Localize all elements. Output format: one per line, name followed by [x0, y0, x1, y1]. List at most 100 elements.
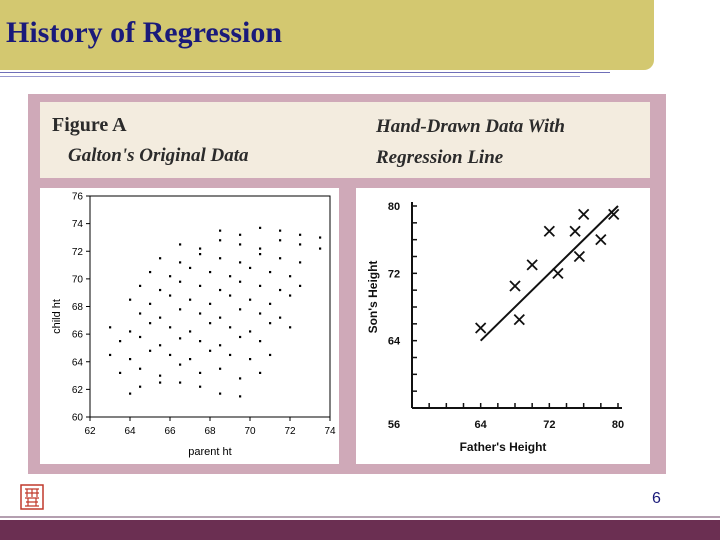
right-caption-line1: Hand-Drawn Data With [376, 116, 565, 137]
title-bar [0, 0, 654, 70]
x-axis-label: parent ht [188, 446, 231, 458]
data-point [219, 239, 222, 242]
footer-line [0, 516, 720, 518]
data-point [289, 294, 292, 297]
data-point [229, 275, 232, 278]
data-point [149, 349, 152, 352]
data-point [199, 247, 202, 250]
data-point [219, 257, 222, 260]
y-tick-label: 74 [72, 219, 84, 230]
x-marker [509, 280, 521, 292]
data-point [179, 363, 182, 366]
y-tick-label: 68 [72, 302, 84, 313]
x-marker [543, 225, 555, 237]
data-point [239, 243, 242, 246]
data-point [239, 280, 242, 283]
data-point [199, 340, 202, 343]
data-point [259, 253, 262, 256]
data-point [239, 308, 242, 311]
x-tick-label: 66 [164, 426, 176, 437]
data-point [239, 335, 242, 339]
data-point [129, 357, 132, 361]
data-point [259, 312, 262, 315]
data-point [169, 353, 172, 357]
data-point [119, 371, 122, 374]
data-point [149, 270, 152, 274]
data-point [179, 261, 182, 264]
hand-drawn-panel: 64 72 80 56 64 72 80 Father's Height Son's Heigh… [356, 188, 650, 464]
x-tick-label: 64 [124, 426, 136, 437]
data-point [299, 233, 302, 236]
y-tick-label: 72 [72, 247, 84, 258]
data-point [139, 367, 142, 370]
x-tick-label: 70 [244, 426, 256, 437]
y-tick-label: 72 [388, 268, 400, 280]
regression-line [479, 205, 619, 342]
footer-bar [0, 520, 720, 540]
data-point [279, 229, 282, 232]
data-point [129, 298, 132, 301]
data-point [269, 353, 272, 357]
galton-scatter-panel: 62 64 66 68 70 72 74 60 62 64 66 68 70 72 74 76 parent h… [40, 188, 339, 464]
data-point [319, 247, 322, 250]
data-point [199, 371, 202, 374]
data-point [259, 226, 262, 229]
data-point [259, 340, 262, 343]
caption-panel [40, 102, 650, 178]
x-tick-label: 72 [543, 419, 555, 431]
x-tick-label: 62 [84, 426, 96, 437]
data-point [259, 371, 262, 374]
data-point [139, 312, 142, 315]
data-point [269, 302, 272, 305]
data-point [239, 395, 242, 398]
data-point [209, 270, 212, 274]
y-tick-label: 64 [72, 357, 84, 368]
data-point [179, 280, 182, 283]
x-marker [552, 267, 564, 279]
data-point [279, 257, 282, 260]
data-point [299, 261, 302, 264]
y-tick-label: 62 [72, 385, 84, 396]
data-point [319, 236, 322, 239]
data-point [239, 233, 242, 236]
data-point [249, 266, 252, 270]
data-point [209, 322, 212, 325]
data-point [279, 288, 282, 292]
left-caption: Galton's Original Data [68, 145, 249, 166]
y-tick-label: 66 [72, 330, 84, 341]
x-marker [569, 225, 581, 237]
data-point [119, 340, 122, 343]
data-point [179, 381, 182, 384]
plot-frame [89, 195, 331, 418]
x-marker [513, 313, 525, 326]
y-tick-label: 76 [72, 192, 84, 203]
y-tick-label: 80 [388, 201, 400, 213]
data-point [229, 326, 232, 329]
slide-title: History of Regression [6, 16, 283, 49]
data-point [279, 316, 282, 319]
data-point [259, 284, 262, 287]
title-rule-secondary [0, 76, 580, 77]
y-tick-label: 56 [388, 419, 400, 431]
data-point [289, 326, 292, 329]
right-caption-line2: Regression Line [376, 147, 504, 168]
data-point [189, 298, 192, 301]
data-point [159, 374, 162, 377]
data-point [229, 294, 232, 297]
x-marker [608, 208, 620, 221]
data-point [269, 270, 272, 274]
data-point [249, 330, 252, 333]
data-point [129, 330, 132, 333]
data-point [169, 326, 172, 329]
data-point [219, 288, 222, 292]
data-point [189, 357, 192, 361]
data-point [139, 284, 142, 287]
x-tick-label: 72 [284, 426, 296, 437]
data-point [159, 344, 162, 347]
x-axis-label: Father's Height [460, 440, 547, 454]
data-point [179, 308, 182, 311]
data-point [299, 243, 302, 246]
x-marker [475, 322, 487, 334]
data-point [299, 284, 302, 287]
hand-drawn-chart: 64 72 80 56 64 72 80 Father's Height Son's Heigh… [366, 201, 624, 454]
